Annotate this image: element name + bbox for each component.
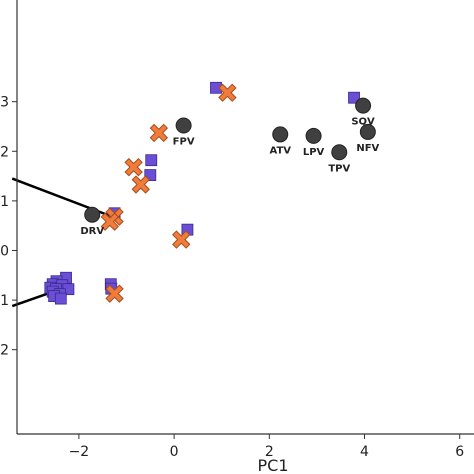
cross-point — [106, 285, 123, 302]
point-label: TPV — [328, 163, 350, 174]
square-point — [348, 91, 360, 104]
point-label: FPV — [173, 136, 195, 147]
y-tick-label: 1 — [0, 194, 9, 210]
data-points — [44, 81, 376, 305]
circle-point — [355, 97, 372, 114]
circle-point — [359, 123, 376, 140]
x-tick-label: 6 — [455, 444, 464, 460]
y-tick-label: 2 — [0, 144, 9, 160]
y-tick-label: −2 — [0, 343, 9, 359]
circle-point — [305, 127, 322, 144]
x-axis-title: PC1 — [258, 456, 289, 474]
point-label: DRV — [80, 226, 104, 237]
cross-point — [219, 84, 236, 101]
x-tick-label: −2 — [69, 444, 90, 460]
y-tick-label: −1 — [0, 293, 9, 309]
circle-point — [175, 117, 192, 134]
x-tick-label: 0 — [170, 444, 179, 460]
axes: −2 0 2 4 6 3 2 1 0 −1 −2 — [0, 0, 474, 460]
cross-point — [173, 231, 190, 248]
y-tick-label: 3 — [0, 95, 9, 111]
x-tick-label: 2 — [265, 444, 274, 460]
square-point — [54, 292, 67, 305]
circle-point — [331, 144, 348, 161]
point-label: SQV — [351, 117, 375, 128]
cross-point — [133, 176, 149, 193]
x-tick-label: 4 — [360, 444, 369, 460]
y-tick-label: 0 — [0, 243, 9, 259]
point-label: ATV — [269, 145, 291, 156]
cross-point — [151, 125, 167, 141]
square-point — [145, 154, 158, 167]
point-label: LPV — [303, 147, 325, 158]
square-point — [144, 169, 157, 181]
point-label: NFV — [356, 143, 379, 154]
circle-point — [84, 206, 101, 223]
circle-point — [272, 126, 289, 143]
cross-point — [102, 213, 118, 230]
cross-point — [125, 159, 142, 175]
